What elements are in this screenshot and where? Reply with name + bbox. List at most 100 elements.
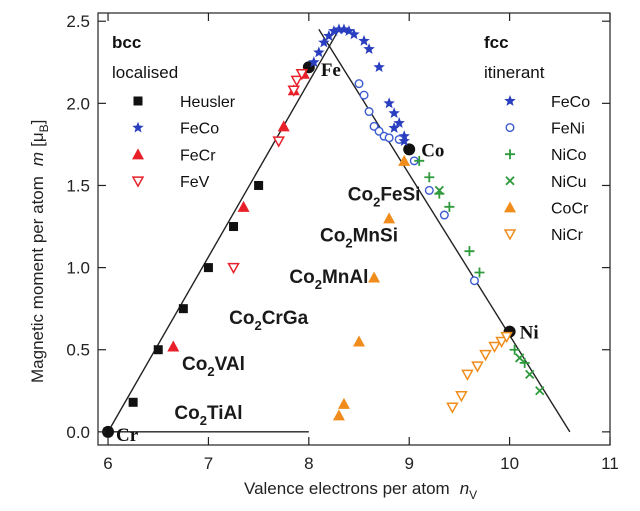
legend-fcc-marker-nicu <box>505 176 515 186</box>
data-point-feco-fcc <box>398 135 410 146</box>
y-tick-label: 0.0 <box>66 423 90 442</box>
compound-label-co2tial: Co2TiAl <box>174 403 242 428</box>
legend-fcc: fcc itinerant FeCo FeNi NiCo NiCu CoCr NiCr <box>484 33 590 244</box>
data-point-heusler <box>229 222 239 232</box>
data-point-nicu <box>434 185 444 196</box>
legend-bcc-marker-feco <box>132 121 144 133</box>
series-cocr <box>332 154 411 421</box>
data-point-feco-bcc <box>338 23 350 35</box>
element-label-cr: Cr <box>116 425 139 446</box>
data-point-nico <box>424 172 435 183</box>
data-point-nico <box>444 201 455 212</box>
data-point-fev <box>227 262 240 275</box>
compound-label-co2mnsi: Co2MnSi <box>320 226 398 251</box>
data-point-heusler <box>178 304 188 314</box>
series-feco-bcc <box>308 23 410 142</box>
legend-fcc-marker-nicr <box>503 229 517 241</box>
data-point-heusler <box>254 180 264 190</box>
legend-fcc-subtitle: itinerant <box>484 63 545 82</box>
data-point-feco-bcc <box>383 97 395 109</box>
data-point-nico <box>519 357 530 368</box>
x-tick-label: 11 <box>601 454 619 473</box>
data-point-fev <box>272 136 285 148</box>
y-tick-label: 0.5 <box>66 341 90 360</box>
data-point-feni <box>359 90 369 100</box>
data-point-fev <box>290 75 304 87</box>
data-point-feco-bcc <box>313 46 325 58</box>
data-point-nicr <box>495 336 508 349</box>
legend-bcc-marker-heusler <box>133 96 143 106</box>
data-point-feco-bcc <box>358 34 370 46</box>
data-point-feni <box>469 276 479 286</box>
series-fev <box>227 69 309 275</box>
x-tick-label: 8 <box>304 454 313 473</box>
data-point-nicu <box>525 369 535 380</box>
data-point-feni <box>384 133 394 143</box>
data-point-feco-bcc <box>348 28 360 40</box>
data-point-cocr <box>337 397 350 409</box>
series-feni <box>354 79 479 286</box>
element-label-co: Co <box>421 140 444 161</box>
element-label-fe: Fe <box>321 60 341 81</box>
y-tick-label: 1.5 <box>66 176 90 195</box>
y-tick-label: 1.0 <box>66 259 90 278</box>
data-point-heusler <box>153 345 163 355</box>
data-point-fev <box>295 69 309 81</box>
data-markers <box>102 23 545 438</box>
data-point-nicu <box>515 353 525 363</box>
x-tick-label: 9 <box>404 454 413 473</box>
compound-label-co2fesi: Co2FeSi <box>348 185 421 210</box>
data-point-nicr <box>488 341 501 353</box>
data-point-heusler <box>203 263 213 273</box>
legend-fcc-marker-cocr <box>504 201 516 213</box>
x-tick-label: 6 <box>103 454 112 473</box>
data-point-elements <box>102 425 115 438</box>
data-point-feco-bcc <box>323 30 335 41</box>
legend-fcc-entry: FeCo <box>551 94 590 111</box>
data-point-fecr <box>237 200 250 212</box>
series-feco-fcc <box>388 121 410 146</box>
data-point-cocr <box>353 335 366 347</box>
data-point-cocr <box>398 154 411 166</box>
x-axis-ticks: 6 7 8 9 10 11 <box>103 13 619 473</box>
data-point-feco-bcc <box>308 56 320 68</box>
data-point-feco-bcc <box>328 25 340 36</box>
legend-fcc-entry: NiCr <box>551 227 584 244</box>
data-point-nicr <box>479 349 492 362</box>
x-tick-label: 7 <box>204 454 213 473</box>
compound-labels: Co2FeSi Co2MnSi Co2MnAl Co2CrGa Co2VAl Co2TiA… <box>174 185 420 428</box>
data-point-cocr <box>383 212 396 224</box>
legend-bcc-entry: FeCr <box>180 147 216 164</box>
legend-bcc-entry: FeCo <box>180 121 219 138</box>
compound-label-co2crga: Co2CrGa <box>229 308 308 333</box>
legend-fcc-entry: NiCo <box>551 147 587 164</box>
data-point-nico <box>464 246 475 257</box>
data-point-nicu <box>535 386 545 396</box>
data-point-elements <box>403 143 416 156</box>
legend-bcc-marker-fev <box>131 176 145 188</box>
compound-label-co2mnal: Co2MnAl <box>289 267 368 292</box>
legend-fcc-entry: NiCu <box>551 174 587 191</box>
data-point-fecr <box>167 340 180 352</box>
series-nicu <box>434 185 545 396</box>
legend-bcc-marker-fecr <box>132 148 144 160</box>
data-point-feco-bcc <box>318 36 330 48</box>
legend-bcc-entry: Heusler <box>180 94 236 111</box>
data-point-nicr <box>461 369 474 381</box>
data-point-feco-bcc <box>343 25 355 36</box>
data-point-feco-fcc <box>388 121 400 133</box>
legend-bcc-title: bcc <box>112 33 141 52</box>
data-point-heusler <box>128 397 138 407</box>
element-label-ni: Ni <box>520 323 539 344</box>
data-point-nicr <box>500 331 513 344</box>
data-point-nico <box>414 155 425 166</box>
data-point-nicr <box>446 402 459 414</box>
data-point-fev <box>287 85 301 97</box>
x-tick-label: 10 <box>500 454 519 473</box>
legend-bcc: bcc localised Heusler FeCo FeCr FeV <box>112 33 236 191</box>
data-point-cocr <box>368 271 381 283</box>
legend-fcc-title: fcc <box>484 33 509 52</box>
legend-fcc-marker-feco <box>504 95 516 106</box>
plot-frame <box>97 12 611 446</box>
